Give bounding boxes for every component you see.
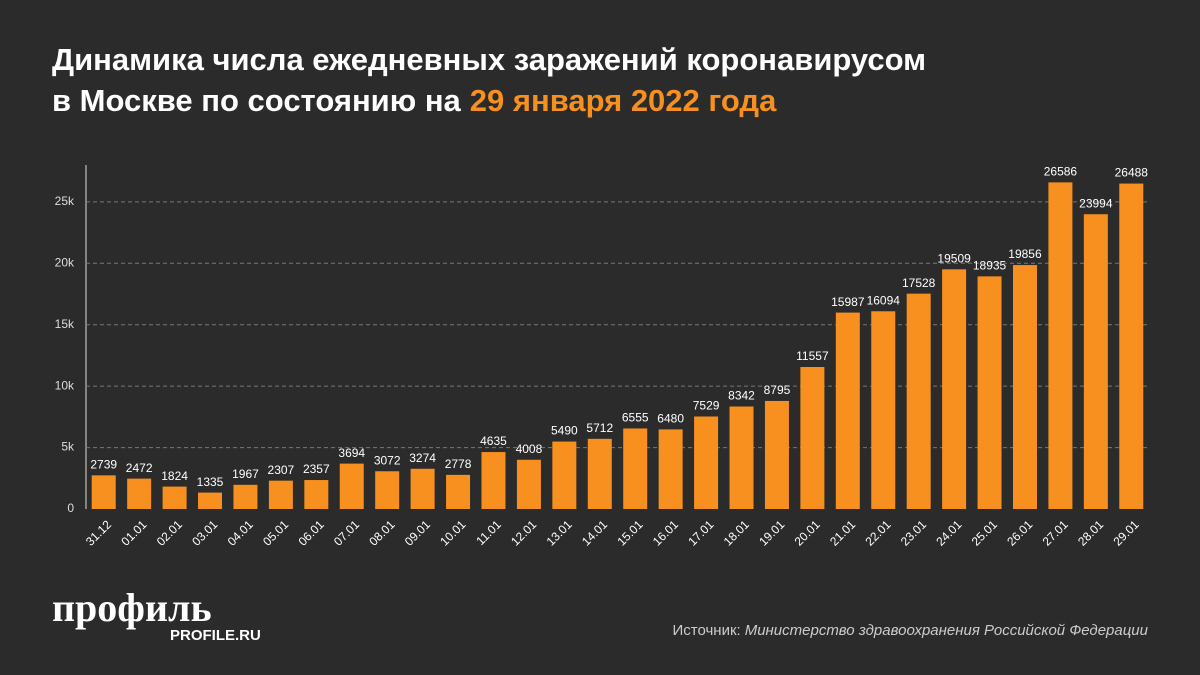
value-label: 2357: [303, 462, 330, 476]
value-label: 17528: [902, 276, 936, 290]
chart-title: в Москве по состоянию на 29 января 2022 г…: [52, 83, 777, 118]
value-label: 2739: [90, 458, 117, 472]
source-prefix: Источник:: [673, 622, 741, 639]
value-label: 1335: [197, 475, 224, 489]
y-tick-label: 25k: [55, 194, 75, 208]
bar: [587, 438, 612, 509]
value-label: 2472: [126, 461, 153, 475]
bar: [906, 293, 931, 509]
y-tick-label: 0: [67, 501, 74, 515]
value-label: 19509: [937, 251, 971, 265]
value-label: 23994: [1079, 196, 1113, 210]
source-text: Министерство здравоохранения Российской …: [745, 622, 1149, 639]
bar: [198, 492, 223, 509]
bar: [91, 475, 116, 509]
bar: [516, 459, 541, 509]
bar: [977, 276, 1002, 509]
value-label: 3072: [374, 453, 401, 467]
bar: [268, 480, 293, 509]
value-label: 26488: [1115, 166, 1149, 180]
value-label: 4635: [480, 434, 507, 448]
bar: [694, 416, 719, 509]
bar: [800, 367, 825, 509]
value-label: 5712: [586, 421, 613, 435]
logo: профиль: [52, 585, 212, 630]
bar: [233, 484, 258, 509]
value-label: 18935: [973, 259, 1007, 273]
value-label: 11557: [796, 349, 829, 363]
bar: [410, 468, 435, 509]
bar: [127, 478, 152, 509]
bar: [729, 406, 754, 509]
title-highlight: 29 января 2022 года: [470, 83, 777, 118]
bar: [375, 471, 400, 509]
chart-title: Динамика числа ежедневных заражений коро…: [52, 42, 926, 77]
value-label: 8342: [728, 389, 755, 403]
bar: [552, 441, 577, 509]
title-line: в Москве по состоянию на: [52, 83, 462, 118]
bar: [1048, 182, 1073, 509]
bar: [623, 428, 648, 509]
value-label: 2307: [268, 463, 295, 477]
bar: [835, 312, 860, 509]
value-label: 1824: [161, 469, 188, 483]
bar: [481, 452, 506, 509]
bar: [1083, 214, 1108, 510]
y-tick-label: 20k: [55, 255, 75, 269]
bar: [162, 486, 187, 509]
bar: [304, 480, 329, 509]
value-label: 2778: [445, 457, 472, 471]
bar: [446, 474, 471, 509]
bar: [658, 429, 683, 509]
source: Источник: Министерство здравоохранения Ро…: [673, 622, 1149, 639]
value-label: 7529: [693, 399, 720, 413]
value-label: 6555: [622, 411, 649, 425]
y-tick-label: 15k: [55, 317, 75, 331]
value-label: 3694: [338, 446, 365, 460]
value-label: 15987: [831, 295, 865, 309]
bar: [764, 400, 789, 509]
value-label: 5490: [551, 424, 578, 438]
bar: [1012, 265, 1037, 509]
value-label: 3274: [409, 451, 436, 465]
value-label: 4008: [516, 442, 543, 456]
value-label: 19856: [1008, 247, 1042, 261]
value-label: 16094: [867, 293, 901, 307]
bar: [339, 463, 364, 509]
bar: [871, 311, 896, 509]
bar: [942, 269, 967, 509]
value-label: 26586: [1044, 165, 1078, 179]
bar: [1119, 183, 1144, 510]
logo-url: PROFILE.RU: [170, 627, 261, 644]
value-label: 6480: [657, 412, 684, 426]
value-label: 8795: [764, 383, 791, 397]
y-tick-label: 5k: [61, 440, 75, 454]
value-label: 1967: [232, 467, 259, 481]
y-tick-label: 10k: [55, 378, 75, 392]
